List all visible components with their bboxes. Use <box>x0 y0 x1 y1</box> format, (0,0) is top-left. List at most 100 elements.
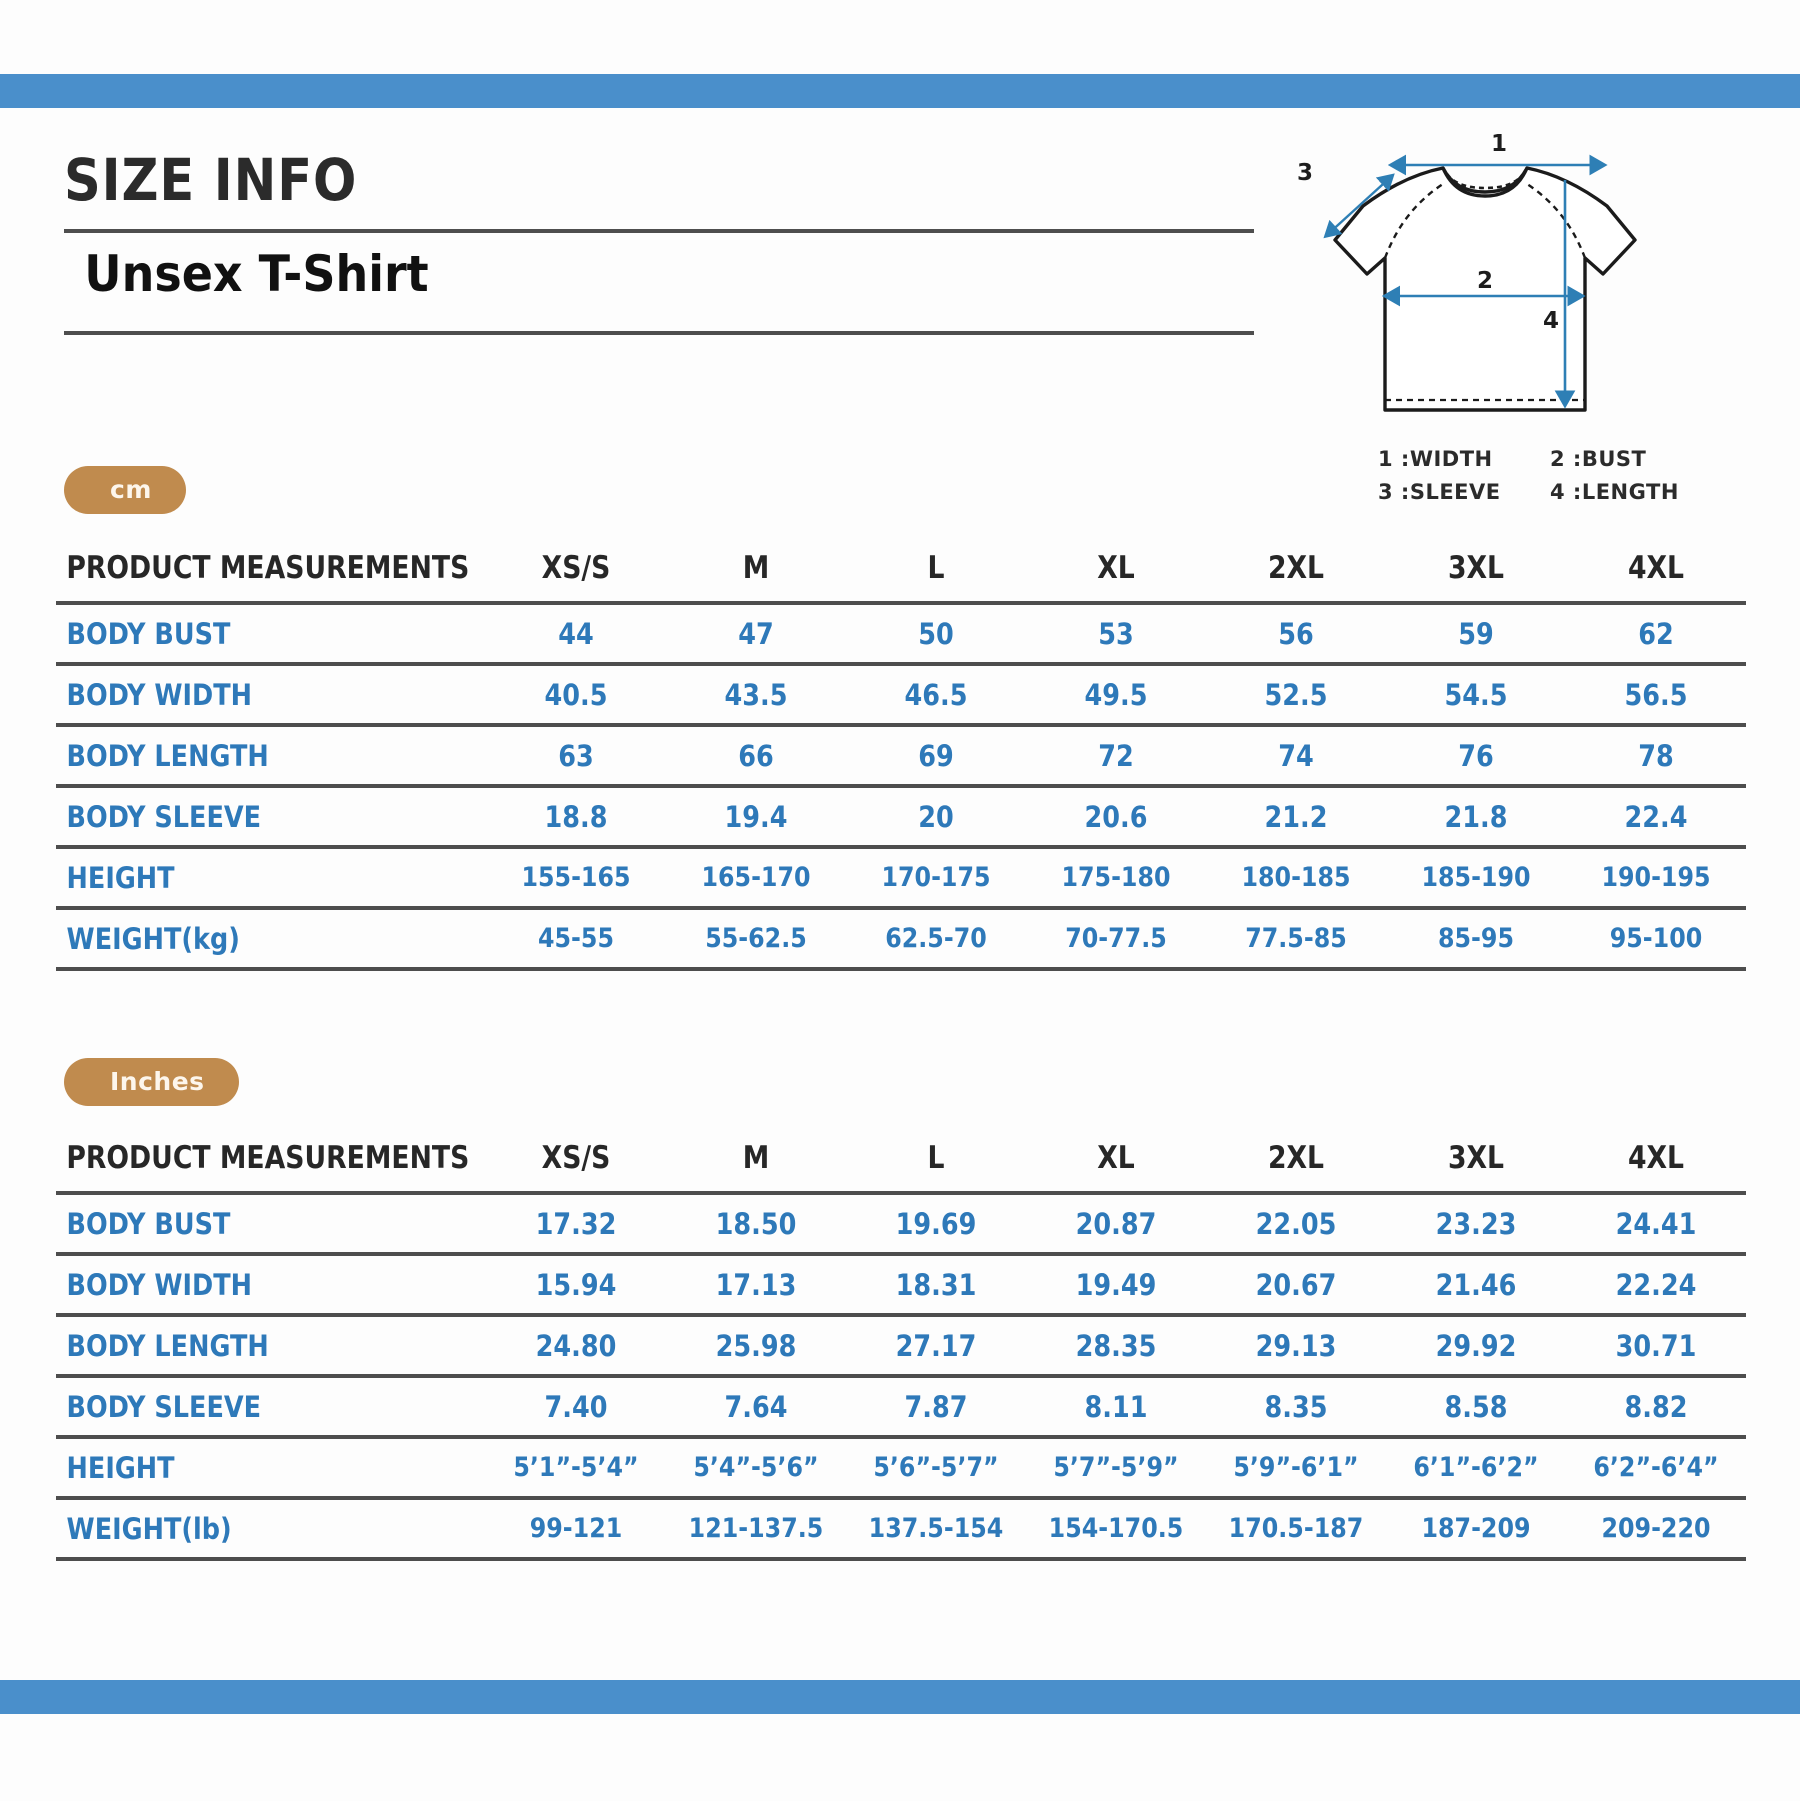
row-label-body-bust-in: BODY BUST <box>56 1191 435 1254</box>
size-table-inches-head: PRODUCT MEASUREMENTS XS/S M L XL 2XL 3XL… <box>56 1125 1746 1193</box>
cell-weight-kg-3xl: 85-95 <box>1396 906 1556 971</box>
table-row: BODY BUST 17.32 18.50 19.69 20.87 22.05 … <box>56 1191 1746 1254</box>
cell-in-body-length-3xl: 29.92 <box>1396 1313 1556 1376</box>
page-title: SIZE INFO <box>64 146 358 214</box>
column-header-xs-s: XS/S <box>541 550 611 586</box>
cell-in-body-bust-xl: 20.87 <box>1036 1191 1196 1254</box>
cell-body-sleeve-4xl: 22.4 <box>1576 784 1736 847</box>
row-label-body-length: BODY LENGTH <box>56 723 435 786</box>
row-label-weight-lb: WEIGHT(lb) <box>56 1496 435 1561</box>
column-header-measurements-in: PRODUCT MEASUREMENTS <box>66 1140 470 1176</box>
dim-label-2: 2 <box>1477 268 1493 294</box>
table-row: BODY WIDTH 15.94 17.13 18.31 19.49 20.67… <box>56 1252 1746 1315</box>
cell-height-l: 170-175 <box>856 845 1016 908</box>
cell-in-body-width-xl: 19.49 <box>1036 1252 1196 1315</box>
unit-badge-cm: cm <box>64 466 186 514</box>
cell-in-height-xl: 5’7”-5’9” <box>1036 1435 1196 1498</box>
tshirt-right-sleeve-seam <box>1526 182 1587 259</box>
cell-height-4xl: 190-195 <box>1576 845 1736 908</box>
cell-in-body-sleeve-xl: 8.11 <box>1036 1374 1196 1437</box>
cell-in-height-xs-s: 5’1”-5’4” <box>496 1435 656 1498</box>
table-header-row: PRODUCT MEASUREMENTS XS/S M L XL 2XL 3XL… <box>56 535 1746 603</box>
cell-body-sleeve-m: 19.4 <box>676 784 836 847</box>
size-table-inches-body: BODY BUST 17.32 18.50 19.69 20.87 22.05 … <box>56 1191 1746 1561</box>
cell-in-body-length-xs-s: 24.80 <box>496 1313 656 1376</box>
table-row: BODY LENGTH 63 66 69 72 74 76 78 <box>56 723 1746 786</box>
column-header-m-in: M <box>742 1140 770 1176</box>
cell-body-length-4xl: 78 <box>1576 723 1736 786</box>
cell-in-body-bust-3xl: 23.23 <box>1396 1191 1556 1254</box>
table-row: WEIGHT(kg) 45-55 55-62.5 62.5-70 70-77.5… <box>56 906 1746 971</box>
column-header-xl-in: XL <box>1097 1140 1135 1176</box>
tshirt-left-cuff <box>1334 239 1368 275</box>
legend-width: 1 :WIDTH <box>1378 447 1493 471</box>
column-header-4xl: 4XL <box>1627 550 1685 586</box>
cell-body-sleeve-xs-s: 18.8 <box>496 784 656 847</box>
cell-body-length-xs-s: 63 <box>496 723 656 786</box>
cell-body-length-2xl: 74 <box>1216 723 1376 786</box>
cell-in-body-width-m: 17.13 <box>676 1252 836 1315</box>
cell-body-length-l: 69 <box>856 723 1016 786</box>
cell-body-bust-l: 50 <box>856 601 1016 664</box>
cell-body-bust-xl: 53 <box>1036 601 1196 664</box>
cell-height-m: 165-170 <box>676 845 836 908</box>
cell-in-height-3xl: 6’1”-6’2” <box>1396 1435 1556 1498</box>
cell-weight-kg-4xl: 95-100 <box>1576 906 1736 971</box>
column-header-xl: XL <box>1097 550 1135 586</box>
cell-in-body-width-l: 18.31 <box>856 1252 1016 1315</box>
legend-length: 4 :LENGTH <box>1550 479 1679 504</box>
row-label-height-in: HEIGHT <box>56 1435 435 1498</box>
column-header-m: M <box>742 550 770 586</box>
row-label-weight-kg: WEIGHT(kg) <box>56 906 435 971</box>
cell-in-body-length-l: 27.17 <box>856 1313 1016 1376</box>
table-row: HEIGHT 5’1”-5’4” 5’4”-5’6” 5’6”-5’7” 5’7… <box>56 1435 1746 1498</box>
cell-body-length-xl: 72 <box>1036 723 1196 786</box>
column-header-l-in: L <box>927 1140 945 1176</box>
cell-in-body-bust-m: 18.50 <box>676 1191 836 1254</box>
cell-weight-kg-l: 62.5-70 <box>856 906 1016 971</box>
cell-in-body-width-3xl: 21.46 <box>1396 1252 1556 1315</box>
cell-in-weight-lb-xs-s: 99-121 <box>496 1496 656 1561</box>
cell-height-xs-s: 155-165 <box>496 845 656 908</box>
tshirt-right-cuff <box>1602 239 1636 275</box>
unit-badge-cm-wrap: cm <box>64 466 186 514</box>
row-label-body-sleeve-in: BODY SLEEVE <box>56 1374 435 1437</box>
cell-weight-kg-2xl: 77.5-85 <box>1216 906 1376 971</box>
column-header-2xl: 2XL <box>1267 550 1325 586</box>
column-header-3xl: 3XL <box>1447 550 1505 586</box>
cell-body-width-xs-s: 40.5 <box>496 662 656 725</box>
cell-body-bust-3xl: 59 <box>1396 601 1556 664</box>
unit-badge-inches: Inches <box>64 1058 239 1106</box>
cell-body-length-3xl: 76 <box>1396 723 1556 786</box>
cell-body-bust-xs-s: 44 <box>496 601 656 664</box>
row-label-height: HEIGHT <box>56 845 435 908</box>
size-table-cm-head: PRODUCT MEASUREMENTS XS/S M L XL 2XL 3XL… <box>56 535 1746 603</box>
cell-in-body-sleeve-m: 7.64 <box>676 1374 836 1437</box>
cell-body-width-l: 46.5 <box>856 662 1016 725</box>
title-divider-top <box>64 228 1254 233</box>
cell-body-sleeve-l: 20 <box>856 784 1016 847</box>
title-divider-bottom <box>64 330 1254 335</box>
column-header-xs-s-in: XS/S <box>541 1140 611 1176</box>
cell-in-body-sleeve-2xl: 8.35 <box>1216 1374 1376 1437</box>
row-label-body-width: BODY WIDTH <box>56 662 435 725</box>
cell-in-body-width-xs-s: 15.94 <box>496 1252 656 1315</box>
column-header-l: L <box>927 550 945 586</box>
table-row: HEIGHT 155-165 165-170 170-175 175-180 1… <box>56 845 1746 908</box>
legend-row: 1 :WIDTH 2 :BUST <box>1378 443 1798 476</box>
row-label-body-sleeve: BODY SLEEVE <box>56 784 435 847</box>
page-subtitle: Unsex T-Shirt <box>84 244 429 303</box>
tshirt-collar-inner <box>1445 173 1525 190</box>
legend-row: 3 :SLEEVE 4 :LENGTH <box>1378 476 1798 509</box>
table-row: WEIGHT(lb) 99-121 121-137.5 137.5-154 15… <box>56 1496 1746 1561</box>
cell-weight-kg-xl: 70-77.5 <box>1036 906 1196 971</box>
cell-in-body-bust-4xl: 24.41 <box>1576 1191 1736 1254</box>
cell-body-sleeve-xl: 20.6 <box>1036 784 1196 847</box>
table-row: BODY LENGTH 24.80 25.98 27.17 28.35 29.1… <box>56 1313 1746 1376</box>
cell-in-body-width-4xl: 22.24 <box>1576 1252 1736 1315</box>
top-accent-band <box>0 74 1800 108</box>
cell-in-height-m: 5’4”-5’6” <box>676 1435 836 1498</box>
cell-weight-kg-xs-s: 45-55 <box>496 906 656 971</box>
cell-in-body-sleeve-3xl: 8.58 <box>1396 1374 1556 1437</box>
cell-in-body-bust-xs-s: 17.32 <box>496 1191 656 1254</box>
